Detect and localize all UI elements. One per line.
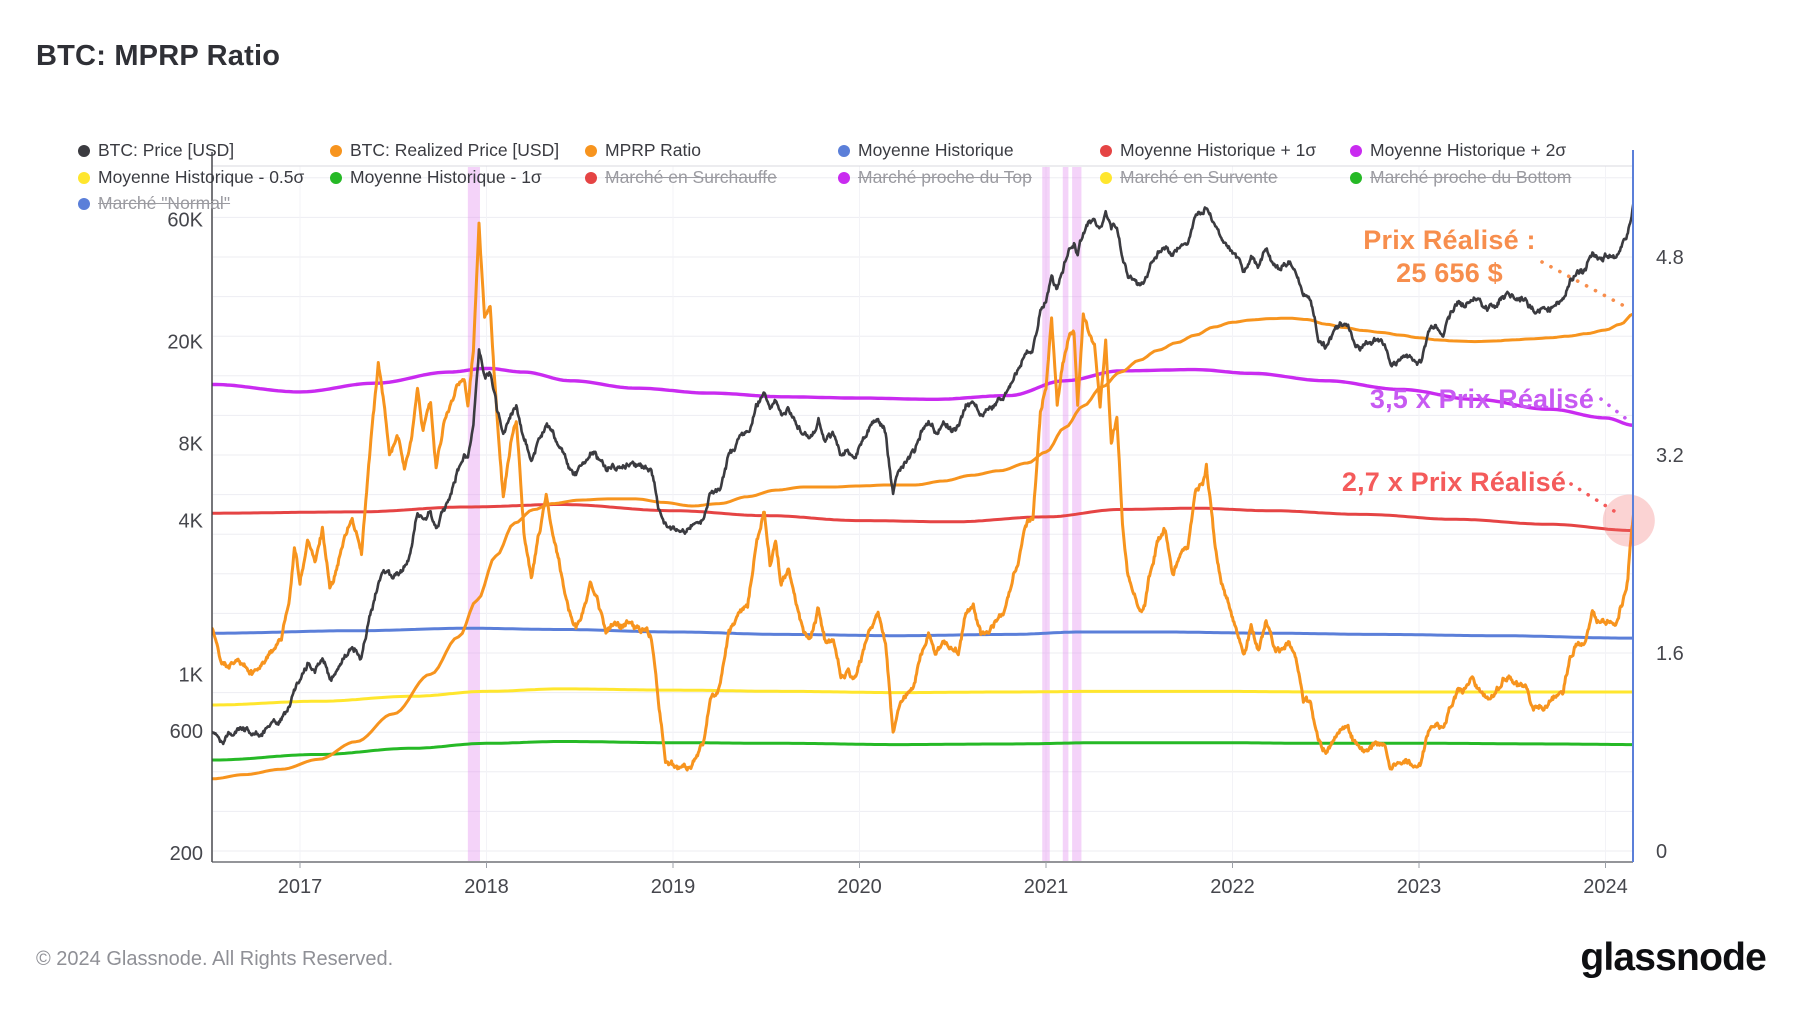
legend-item-label: MPRP Ratio [605, 140, 701, 160]
legend-swatch-icon [838, 171, 850, 184]
legend-item-label: Moyenne Historique - 1σ [350, 167, 542, 187]
annotation-2-7x-realized: 2,7 x Prix Réalisé [1341, 467, 1567, 497]
series-btc-price-usd- [212, 201, 1633, 746]
series-mprp-ratio [212, 221, 1633, 772]
left-axis-tick: 8K [179, 433, 204, 455]
annotation-3-5x-realized: 3,5 x Prix Réalisé [1369, 384, 1595, 414]
page-title: BTC: MPRP Ratio [36, 40, 281, 72]
market-top-event-bands [467, 167, 1082, 861]
legend-swatch-icon [78, 197, 90, 210]
left-axis-tick: 200 [170, 843, 203, 865]
right-axis-tick: 0 [1656, 841, 1667, 863]
legend-item-label: Moyenne Historique - 0.5σ [98, 167, 305, 187]
legend-item-label: Moyenne Historique [858, 140, 1014, 160]
legend-item-label: Marché "Normal" [98, 193, 231, 213]
x-axis-tick: 2021 [1024, 876, 1069, 898]
legend-swatch-icon [585, 171, 597, 184]
series-moyenne-historique-1- [212, 503, 1633, 532]
legend-item-label: BTC: Price [USD] [98, 140, 235, 160]
legend-swatch-icon [330, 144, 342, 157]
right-axis-tick: 1.6 [1656, 643, 1684, 665]
ratio-highlight-circle [1602, 494, 1655, 547]
left-axis-tick: 4K [179, 510, 204, 532]
legend-item-moyenne-historique-2-[interactable]: Moyenne Historique + 2σ [1350, 140, 1566, 161]
legend-item-march-en-survente[interactable]: Marché en Survente [1100, 167, 1278, 188]
legend-swatch-icon [1350, 171, 1362, 184]
series-moyenne-historique-2- [212, 366, 1633, 427]
legend-swatch-icon [1100, 144, 1112, 157]
x-axis-tick: 2023 [1397, 876, 1442, 898]
legend-swatch-icon [838, 144, 850, 157]
legend-item-march-en-surchauffe[interactable]: Marché en Surchauffe [585, 167, 777, 188]
legend-item-march-proche-du-top[interactable]: Marché proche du Top [838, 167, 1032, 188]
legend-item-label: BTC: Realized Price [USD] [350, 140, 560, 160]
legend-item-moyenne-historique[interactable]: Moyenne Historique [838, 140, 1014, 161]
legend-item-label: Marché proche du Top [858, 167, 1032, 187]
left-axis-tick: 20K [167, 332, 203, 354]
series-moyenne-historique-0-5- [212, 687, 1633, 707]
legend-item-moyenne-historique-1-[interactable]: Moyenne Historique - 1σ [330, 167, 542, 188]
copyright-text: © 2024 Glassnode. All Rights Reserved. [36, 948, 394, 970]
left-axis-tick: 600 [170, 721, 203, 743]
series-lines [212, 201, 1633, 781]
gridlines [213, 166, 1632, 861]
x-axis-tick: 2018 [464, 876, 509, 898]
series-moyenne-historique [212, 626, 1633, 640]
legend-item-btc-realized-price-usd-[interactable]: BTC: Realized Price [USD] [330, 140, 559, 161]
arrow-to-1sigma-line [1569, 482, 1624, 518]
legend-item-label: Marché proche du Bottom [1370, 167, 1572, 187]
x-axis-tick: 2019 [651, 876, 696, 898]
right-axis-tick: 3.2 [1656, 445, 1684, 467]
legend-item-label: Moyenne Historique + 1σ [1120, 140, 1317, 160]
legend-item-march-proche-du-bottom[interactable]: Marché proche du Bottom [1350, 167, 1571, 188]
left-axis-tick: 60K [167, 210, 203, 232]
annotation-realized-price-label: Prix Réalisé : [1363, 225, 1536, 255]
left-axis-tick: 1K [179, 664, 204, 686]
legend-swatch-icon [585, 144, 597, 157]
x-axis-tick: 2020 [837, 876, 882, 898]
axes [211, 150, 1634, 868]
x-axis-tick: 2024 [1583, 876, 1628, 898]
series-moyenne-historique-1- [212, 740, 1633, 762]
legend-item-label: Marché en Survente [1120, 167, 1278, 187]
axis-labels: 60K 20K 8K 4K 1K 600 200 4.8 3.2 1.6 0 2017 2018 2019… [167, 210, 1683, 898]
legend-swatch-icon [1100, 171, 1112, 184]
arrow-to-realized-price [1540, 260, 1630, 310]
series-btc-realized-price-usd- [212, 312, 1633, 781]
glassnode-logo: glassnode [1580, 936, 1766, 979]
legend-item-moyenne-historique-1-[interactable]: Moyenne Historique + 1σ [1100, 140, 1316, 161]
legend-swatch-icon [78, 171, 90, 184]
annotation-realized-price-value: 25 656 $ [1396, 258, 1503, 288]
legend-swatch-icon [78, 144, 90, 157]
annotation-realized-price: Prix Réalisé : 25 656 $ [1352, 224, 1547, 290]
legend-item-label: Moyenne Historique + 2σ [1370, 140, 1567, 160]
right-axis-tick: 4.8 [1656, 247, 1684, 269]
chart-legend: BTC: Price [USD] BTC: Realized Price [USD… [0, 0, 1800, 220]
legend-item-moyenne-historique-0-5-[interactable]: Moyenne Historique - 0.5σ [78, 167, 304, 188]
legend-swatch-icon [330, 171, 342, 184]
legend-item-march-normal-[interactable]: Marché "Normal" [78, 193, 230, 214]
arrow-to-2sigma-line [1599, 397, 1631, 423]
legend-item-label: Marché en Surchauffe [605, 167, 777, 187]
legend-item-btc-price-usd-[interactable]: BTC: Price [USD] [78, 140, 234, 161]
x-axis-tick: 2022 [1210, 876, 1255, 898]
legend-swatch-icon [1350, 144, 1362, 157]
legend-item-mprp-ratio[interactable]: MPRP Ratio [585, 140, 701, 161]
annotation-arrows [1540, 260, 1631, 518]
x-axis-tick: 2017 [278, 876, 323, 898]
